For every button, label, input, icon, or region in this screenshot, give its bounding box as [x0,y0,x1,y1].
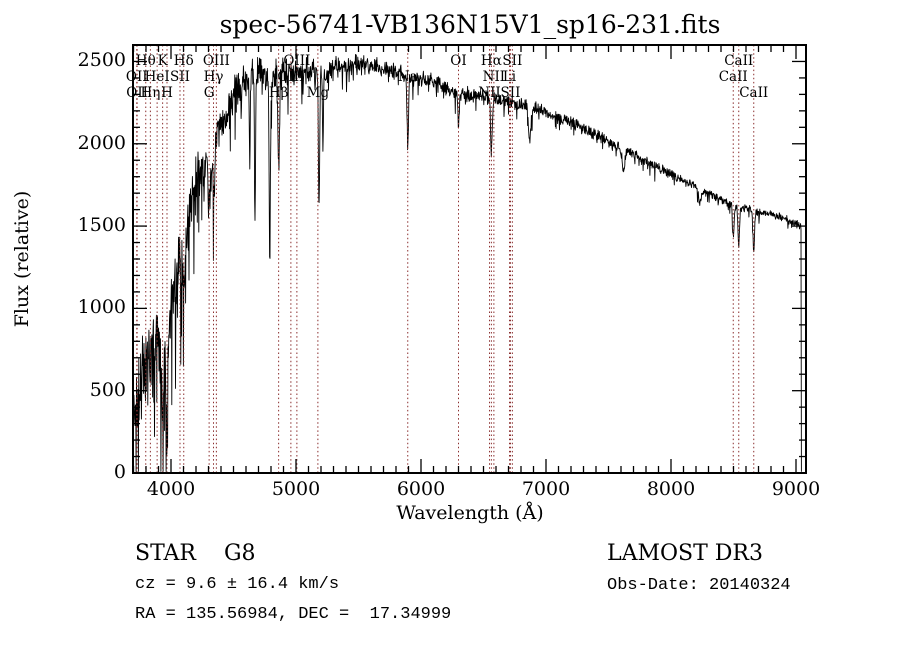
y-tick-label: 0 [113,461,126,483]
y-tick-label: 500 [89,378,126,401]
spectral-line-label-SII: SII [170,69,190,85]
object-type-label: STAR G8 [135,541,256,566]
x-tick-label: 4000 [146,478,196,500]
spectral-line-label-SII: SII [502,53,523,69]
ra-dec-label: RA = 135.56984, DEC = 17.34999 [135,605,452,624]
x-tick-label: 5000 [271,478,321,500]
spectral-line-label-Hβ: Hβ [268,85,289,101]
spectral-line-label-HeI: HeI [144,69,170,85]
spectral-line-label-CaII: CaII [724,53,754,69]
x-tick-label: 8000 [646,478,696,500]
x-tick-label: 7000 [521,478,571,500]
spectral-line-label-OII: OII [126,85,148,101]
x-tick-label: 9000 [771,478,821,500]
spectral-line-label-CaII: CaII [739,85,769,101]
x-tick-label: 6000 [396,478,446,500]
spectral-line-label-Hα: Hα [480,53,502,69]
spectral-line-label-Hγ: Hγ [203,69,224,85]
spectral-line-label-OIII: OIII [283,53,311,69]
cz-velocity-label: cz = 9.6 ± 16.4 km/s [135,575,340,594]
spectral-line-label-OIII: OIII [202,53,230,69]
plot-frame [132,44,807,474]
spectral-line-label-Hθ: Hθ [135,53,156,69]
spectral-line-label-K: K [157,53,168,69]
spectrum-trace [132,53,802,472]
spectral-line-label-H: H [161,85,173,101]
spectral-line-label-NII: NII [478,85,501,101]
spectral-line-label-CaII: CaII [718,69,748,85]
survey-release-label: LAMOST DR3 [607,541,763,566]
y-tick-label: 2500 [77,49,126,72]
y-tick-label: 1500 [77,214,126,237]
x-axis-label: Wavelength (Å) [396,502,544,524]
y-tick-label: 1000 [77,296,126,319]
axis-ticks [132,44,806,474]
y-axis-label: Flux (relative) [11,190,33,328]
spectral-line-label-Hη: Hη [140,85,161,101]
spectral-line-label-OI: OI [450,53,467,69]
spectral-line-label-Mg: Mg [306,85,330,101]
spectral-line-label-SII: SII [500,85,521,101]
spectral-line-label-Na: Na [397,69,418,85]
obs-date-label: Obs-Date: 20140324 [607,576,791,595]
y-tick-label: 2000 [77,131,126,154]
spectral-line-label-G: G [203,85,215,101]
spectral-line-label-OII: OII [125,69,148,85]
page-title: spec-56741-VB136N15V1_sp16-231.fits [219,10,721,39]
spectral-line-label-OIII: OIII [277,69,305,85]
spectral-line-label-Hδ: Hδ [173,53,194,69]
spectral-line-label-NII: NII [482,69,506,85]
spectral-line-label-Li: Li [502,69,517,85]
